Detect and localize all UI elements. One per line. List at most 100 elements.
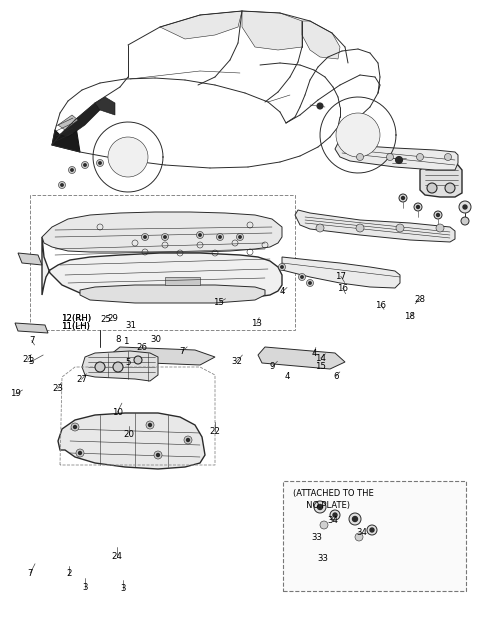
- Circle shape: [336, 113, 380, 157]
- Circle shape: [99, 162, 101, 164]
- Circle shape: [349, 513, 361, 525]
- Polygon shape: [58, 115, 78, 130]
- Text: (ATTACHED TO THE: (ATTACHED TO THE: [293, 489, 374, 498]
- Circle shape: [396, 156, 403, 164]
- Circle shape: [146, 421, 154, 429]
- Text: 15: 15: [214, 298, 224, 307]
- Text: 11(LH): 11(LH): [61, 322, 90, 331]
- Circle shape: [61, 184, 63, 186]
- Text: 34: 34: [328, 516, 338, 525]
- Text: 30: 30: [151, 335, 161, 344]
- Text: 16: 16: [337, 284, 348, 292]
- Circle shape: [357, 154, 363, 161]
- Circle shape: [148, 424, 152, 426]
- Circle shape: [307, 279, 313, 286]
- Text: 25: 25: [101, 316, 111, 324]
- Polygon shape: [58, 413, 205, 469]
- Text: 10: 10: [112, 408, 122, 417]
- Polygon shape: [160, 11, 242, 39]
- Circle shape: [216, 234, 224, 241]
- Polygon shape: [258, 347, 345, 369]
- Circle shape: [108, 137, 148, 177]
- Polygon shape: [82, 351, 158, 381]
- Text: 33: 33: [318, 554, 328, 562]
- Circle shape: [219, 236, 221, 238]
- Circle shape: [239, 236, 241, 238]
- Text: 8: 8: [116, 335, 121, 344]
- Circle shape: [95, 362, 105, 372]
- Text: 2: 2: [66, 569, 72, 578]
- Circle shape: [434, 211, 442, 219]
- Text: 31: 31: [125, 321, 136, 330]
- Text: 5: 5: [126, 358, 132, 367]
- Text: 27: 27: [76, 375, 87, 384]
- Text: 26: 26: [137, 343, 147, 352]
- Text: 4: 4: [311, 349, 317, 358]
- Text: 28: 28: [414, 295, 425, 304]
- Text: 3: 3: [83, 583, 88, 592]
- Polygon shape: [42, 212, 282, 252]
- Circle shape: [461, 217, 469, 225]
- Text: 15: 15: [315, 362, 325, 371]
- Circle shape: [76, 449, 84, 457]
- Polygon shape: [95, 97, 115, 115]
- Polygon shape: [282, 257, 400, 288]
- Circle shape: [79, 451, 82, 454]
- FancyBboxPatch shape: [283, 481, 466, 591]
- Circle shape: [401, 196, 405, 199]
- Text: 34: 34: [357, 528, 367, 537]
- Circle shape: [184, 436, 192, 444]
- Circle shape: [386, 154, 394, 161]
- Circle shape: [352, 516, 358, 521]
- Circle shape: [320, 521, 328, 529]
- Polygon shape: [15, 323, 48, 333]
- Text: NO.PLATE): NO.PLATE): [293, 501, 350, 510]
- Polygon shape: [165, 277, 200, 285]
- Text: 20: 20: [123, 430, 134, 439]
- Circle shape: [134, 356, 142, 364]
- Text: 21: 21: [23, 356, 33, 364]
- Text: 7: 7: [180, 347, 185, 356]
- Text: 23: 23: [52, 384, 63, 393]
- Circle shape: [399, 194, 407, 202]
- Polygon shape: [242, 11, 302, 50]
- Text: 12(RH): 12(RH): [61, 314, 91, 323]
- Text: 4: 4: [279, 288, 285, 296]
- Circle shape: [199, 234, 201, 236]
- Polygon shape: [390, 150, 408, 167]
- Circle shape: [333, 513, 337, 517]
- Circle shape: [314, 501, 326, 513]
- Polygon shape: [60, 103, 100, 137]
- Text: 11(LH): 11(LH): [61, 322, 90, 331]
- Circle shape: [367, 525, 377, 535]
- Text: 24: 24: [111, 552, 122, 561]
- Circle shape: [71, 423, 79, 431]
- Circle shape: [84, 164, 86, 166]
- Circle shape: [356, 224, 364, 232]
- Circle shape: [330, 510, 340, 520]
- Circle shape: [355, 533, 363, 541]
- Text: 29: 29: [108, 314, 118, 322]
- Text: 13: 13: [252, 319, 262, 328]
- Polygon shape: [18, 253, 42, 265]
- Circle shape: [164, 236, 166, 238]
- Circle shape: [278, 264, 286, 271]
- Text: 1: 1: [123, 338, 129, 346]
- Text: 14: 14: [315, 354, 326, 362]
- Text: 6: 6: [333, 372, 339, 381]
- Circle shape: [427, 183, 437, 193]
- Circle shape: [71, 169, 73, 171]
- Polygon shape: [295, 210, 455, 242]
- Polygon shape: [80, 285, 265, 303]
- Text: 7: 7: [27, 569, 33, 578]
- Circle shape: [73, 426, 76, 429]
- Circle shape: [414, 203, 422, 211]
- Circle shape: [436, 224, 444, 232]
- Circle shape: [417, 206, 420, 209]
- Polygon shape: [302, 21, 340, 59]
- Circle shape: [299, 274, 305, 281]
- Text: 4: 4: [284, 372, 290, 381]
- Circle shape: [301, 276, 303, 278]
- Circle shape: [59, 181, 65, 189]
- Circle shape: [161, 234, 168, 241]
